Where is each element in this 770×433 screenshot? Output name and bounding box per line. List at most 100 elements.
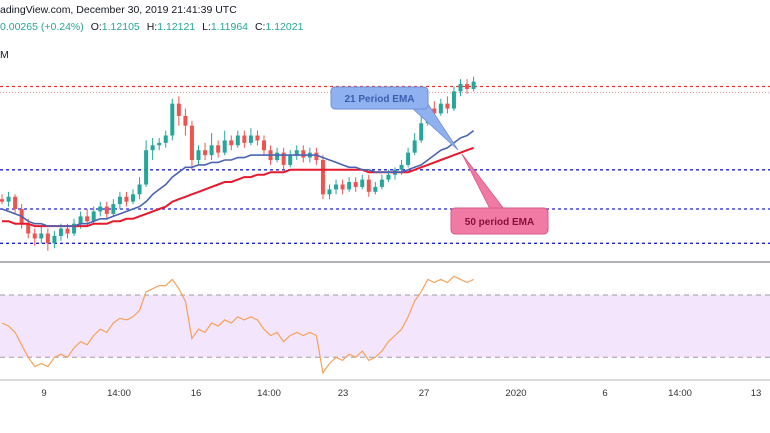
time-axis-tick-label: 13 — [751, 388, 762, 399]
candle-body — [432, 108, 437, 114]
candle-body — [58, 228, 63, 236]
candle-body — [111, 204, 116, 214]
candle-body — [157, 142, 162, 146]
time-axis-tick-label: 6 — [602, 388, 607, 399]
candle-body — [216, 145, 221, 153]
candle-body — [379, 179, 384, 187]
candle-body — [144, 150, 149, 185]
ohlc-low-value: 1.11964 — [211, 21, 248, 33]
candle-body — [229, 140, 234, 146]
candle-body — [288, 155, 293, 165]
ema21-line — [1, 129, 475, 227]
ema50-callout-label: 50 period EMA — [465, 217, 534, 228]
candle-body — [32, 233, 37, 239]
candle-body — [52, 235, 57, 244]
svg-text:adingView.com, December 30, 20: adingView.com, December 30, 2019 21:41:3… — [0, 4, 237, 16]
candle-body — [419, 123, 424, 141]
interval-label: M — [0, 49, 9, 61]
candle-body — [124, 196, 129, 202]
time-axis-tick-label: 14:00 — [107, 388, 131, 399]
ohlc-close-value: 1.12021 — [265, 21, 303, 33]
candle-body — [340, 184, 345, 190]
ema21-callout-label: 21 Period EMA — [344, 94, 414, 105]
time-axis-tick-label: 23 — [338, 388, 349, 399]
ohlc-open-value: 1.12105 — [102, 21, 140, 33]
candle-body — [301, 150, 306, 158]
time-axis-tick-label: 16 — [191, 388, 202, 399]
candle-body — [399, 164, 404, 170]
rsi-pane[interactable] — [0, 275, 770, 375]
candle-body — [91, 211, 96, 222]
candles — [0, 76, 476, 251]
time-axis-tick-label: 9 — [41, 388, 46, 399]
candle-body — [262, 140, 266, 151]
header-change: 0.00265 (+0.24%) — [0, 21, 84, 33]
candle-body — [78, 216, 83, 224]
candle-body — [6, 196, 11, 202]
candle-body — [275, 152, 280, 160]
candle-body — [131, 194, 135, 202]
candle-body — [13, 196, 18, 209]
candle-body — [412, 140, 417, 153]
candle-body — [471, 81, 476, 89]
candle-body — [222, 140, 227, 153]
candle-body — [465, 84, 470, 89]
candle-body — [248, 135, 253, 143]
ohlc-low-label: L: — [202, 21, 211, 33]
candle-body — [196, 150, 201, 160]
ema50-callout-box — [450, 207, 549, 235]
candle-body — [117, 196, 122, 205]
candle-body — [235, 135, 240, 146]
candle-body — [314, 152, 319, 160]
candle-body — [150, 145, 155, 151]
candle-body — [65, 228, 70, 234]
candle-body — [353, 182, 358, 187]
ema21-callout: 21 Period EMA — [330, 86, 459, 151]
price-pane[interactable] — [0, 76, 770, 251]
ema50-line — [2, 146, 474, 228]
candle-body — [176, 103, 181, 116]
candle-body — [26, 223, 31, 234]
candle-body — [39, 233, 44, 239]
candle-body — [386, 174, 391, 180]
ema50-callout: 50 period EMA — [450, 153, 549, 235]
candle-body — [438, 103, 443, 114]
ohlc-high-value: 1.12121 — [157, 21, 195, 33]
ohlc-high-label: H: — [147, 21, 158, 33]
candle-body — [189, 125, 194, 160]
candle-body — [445, 103, 450, 109]
candle-body — [360, 179, 365, 187]
candle-body — [170, 103, 175, 136]
candle-body — [366, 179, 371, 192]
candle-body — [451, 91, 456, 109]
candle-body — [163, 135, 168, 143]
candle-body — [406, 152, 411, 165]
candle-body — [320, 160, 325, 195]
time-axis-tick-label: 14:00 — [668, 388, 692, 399]
candle-body — [45, 233, 50, 244]
ohlc-open-label: O: — [91, 21, 102, 33]
time-axis-tick-label: 14:00 — [257, 388, 281, 399]
time-axis-tick-label: 27 — [419, 388, 430, 399]
rsi-band — [0, 294, 770, 358]
ema21-callout-box — [330, 86, 429, 110]
ohlc-close-label: C: — [255, 21, 266, 33]
chart-header: adingView.com, December 30, 2019 21:41:3… — [0, 4, 304, 61]
candle-body — [255, 135, 260, 141]
ema50-callout-pointer — [461, 153, 505, 210]
candle-body — [85, 216, 90, 222]
candle-body — [294, 150, 299, 156]
candle-body — [203, 150, 208, 156]
candle-body — [98, 206, 103, 212]
rsi-line — [1, 275, 474, 375]
time-axis[interactable]: 9 14:00 16 14:00 23 27 2020 6 14:00 13 — [0, 379, 770, 399]
svg-text:0.00265 (+0.24%) O:1.121: 0.00265 (+0.24%) O:1.12105 H:1.12121 L:1… — [0, 21, 304, 33]
candle-body — [458, 84, 463, 92]
candle-body — [209, 145, 214, 156]
candle-body — [104, 206, 109, 214]
time-axis-tick-label: 2020 — [505, 388, 526, 399]
ema-lines — [1, 129, 475, 228]
candle-body — [72, 223, 77, 234]
candle-body — [281, 152, 286, 165]
